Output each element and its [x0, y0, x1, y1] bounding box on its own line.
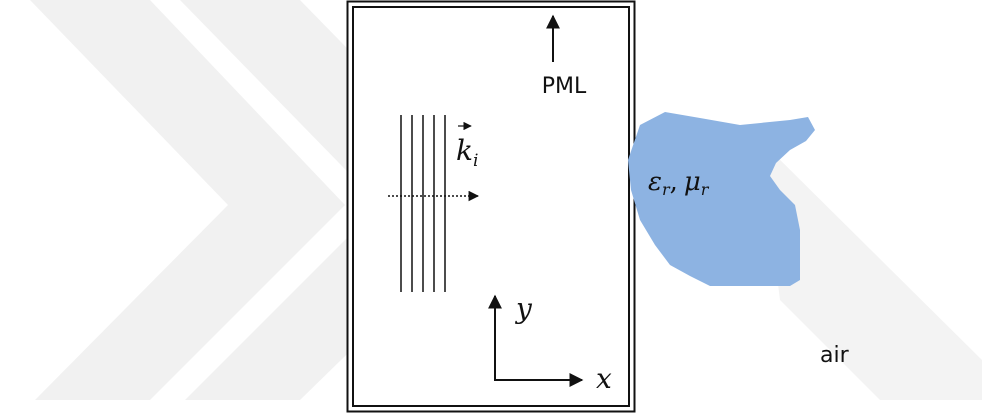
y-axis-label: y — [514, 292, 533, 325]
diagram: PML ki εr,μr y x air — [0, 0, 982, 417]
pml-label: PML — [542, 74, 587, 99]
separator: , — [670, 167, 678, 197]
scatterer — [628, 112, 815, 286]
wave-vector-subscript: i — [473, 151, 478, 171]
outer-border — [348, 2, 635, 412]
page: {"boundary_label": "PML", "incident_wave… — [0, 0, 982, 417]
permeability-symbol: μ — [684, 167, 701, 197]
x-axis-label: x — [596, 362, 612, 395]
air-label: air — [820, 343, 850, 368]
wave-vector-symbol: k — [456, 134, 473, 167]
permittivity-symbol: ε — [648, 167, 662, 197]
permeability-subscript: r — [701, 180, 710, 199]
